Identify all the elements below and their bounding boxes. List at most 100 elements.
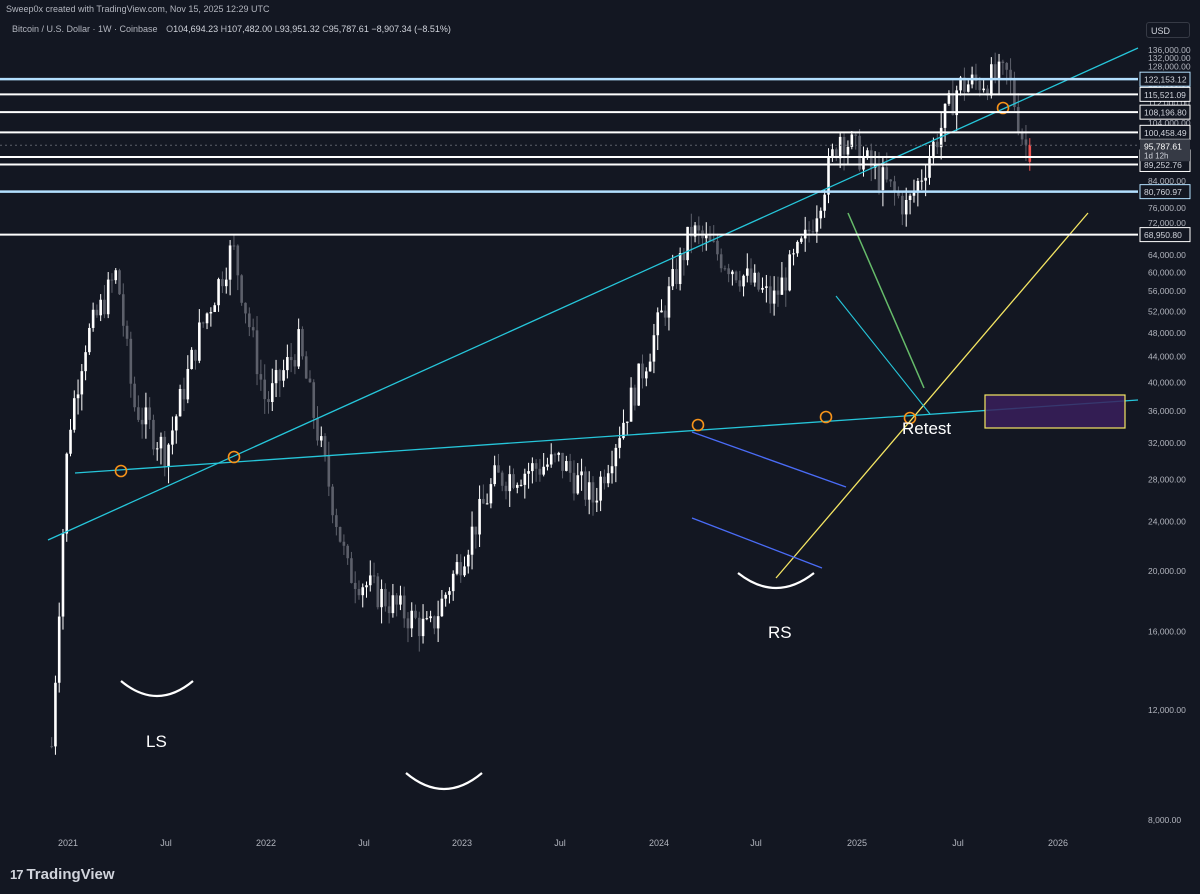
candle-body bbox=[1016, 107, 1020, 132]
footer-bar bbox=[0, 856, 1200, 894]
candle-body bbox=[557, 452, 561, 455]
candle-body bbox=[209, 312, 213, 314]
candle-body bbox=[873, 163, 877, 168]
candle-body bbox=[831, 149, 834, 158]
candle-body bbox=[606, 473, 610, 484]
last-price-box bbox=[1140, 139, 1190, 162]
candle-body bbox=[221, 279, 224, 287]
time-axis[interactable]: 2021 Jul 2022 Jul 2023 Jul 2024 Jul 2025 Jul 2026 bbox=[58, 838, 1068, 848]
candle-body bbox=[622, 422, 625, 439]
candle-body bbox=[633, 387, 637, 406]
close-label: C bbox=[322, 24, 329, 34]
candle-body bbox=[877, 163, 881, 191]
low-label: L bbox=[274, 24, 280, 34]
countdown-label: 1d 12h bbox=[1144, 151, 1168, 160]
candle-body bbox=[353, 582, 357, 590]
close-value: 95,787.61 bbox=[328, 24, 369, 34]
candle-body bbox=[800, 238, 803, 242]
candle-body bbox=[224, 279, 228, 287]
candle-body bbox=[263, 379, 267, 400]
candle-body bbox=[361, 587, 365, 596]
candle-body bbox=[881, 167, 885, 191]
candle-body bbox=[846, 146, 850, 155]
candle-body bbox=[974, 74, 978, 81]
candle-body bbox=[155, 448, 159, 450]
candle-body bbox=[293, 360, 297, 367]
candle-body bbox=[504, 485, 508, 492]
candle-body bbox=[137, 407, 140, 420]
candle-body bbox=[159, 436, 163, 449]
candle-body bbox=[1001, 61, 1005, 64]
candle-body bbox=[885, 167, 889, 180]
candle-body bbox=[637, 363, 640, 406]
candle-body bbox=[267, 399, 270, 402]
candle-body bbox=[466, 554, 470, 567]
candle-body bbox=[986, 88, 989, 96]
candle-body bbox=[451, 573, 455, 592]
candle-body bbox=[133, 383, 136, 408]
level-label-box bbox=[1139, 71, 1191, 87]
candle-body bbox=[576, 475, 580, 494]
candle-body bbox=[103, 299, 106, 315]
price-tick-label: 20,000.00 bbox=[1148, 566, 1186, 576]
level-label: 89,252.76 bbox=[1144, 160, 1182, 170]
tradingview-logo[interactable]: 17 TradingView bbox=[10, 866, 115, 883]
candle-body bbox=[1024, 139, 1028, 145]
chart-credit: Sweep0x created with TradingView.com, No… bbox=[6, 4, 270, 14]
candle-body bbox=[433, 616, 436, 629]
price-tick-label: 128,000.00 bbox=[1148, 61, 1191, 71]
candle-body bbox=[395, 595, 398, 605]
candle-body bbox=[534, 463, 538, 469]
candle-body bbox=[723, 268, 727, 270]
candle-body bbox=[704, 235, 708, 239]
level-label: 122,153.12 bbox=[1144, 75, 1187, 85]
candle-body bbox=[614, 447, 618, 467]
candle-body bbox=[76, 394, 80, 399]
candle-body bbox=[182, 388, 186, 400]
candle-body bbox=[776, 290, 780, 295]
level-label-box bbox=[1139, 227, 1191, 243]
pullback-trendline bbox=[847, 212, 925, 389]
level-label: 68,950.80 bbox=[1144, 230, 1182, 240]
candle-body bbox=[963, 77, 966, 92]
drawings-layer: LS RS Retest bbox=[47, 47, 1139, 791]
candle-body bbox=[978, 80, 982, 91]
candle-body bbox=[129, 338, 133, 384]
candle-body bbox=[712, 240, 716, 242]
candle-body bbox=[327, 455, 331, 487]
candle-body bbox=[869, 150, 873, 168]
candle-body bbox=[508, 474, 512, 492]
candle-body bbox=[531, 463, 534, 472]
candle-body bbox=[384, 588, 387, 607]
candle-body bbox=[761, 287, 764, 290]
candle-body bbox=[372, 575, 376, 577]
candle-body bbox=[201, 322, 205, 324]
last-price-label: 95,787.61 bbox=[1144, 141, 1182, 151]
candle-body bbox=[213, 305, 217, 313]
price-tick-label: 84,000.00 bbox=[1148, 176, 1186, 186]
currency-button[interactable]: USD bbox=[1146, 22, 1190, 38]
symbol-legend[interactable]: Bitcoin / U.S. Dollar · 1W · Coinbase O1… bbox=[12, 24, 451, 34]
pivot-marker bbox=[819, 410, 833, 424]
candle-body bbox=[194, 349, 197, 361]
high-label: H bbox=[220, 24, 228, 34]
candle-body bbox=[342, 541, 346, 546]
candle-body bbox=[587, 482, 591, 500]
candle-body bbox=[474, 526, 478, 535]
candle-body bbox=[270, 383, 274, 402]
candle-body bbox=[815, 218, 819, 232]
price-tick-label: 44,000.00 bbox=[1148, 352, 1186, 362]
candle-body bbox=[749, 268, 753, 283]
time-tick-label: Jul bbox=[554, 838, 566, 848]
candle-body bbox=[425, 618, 429, 620]
candle-body bbox=[167, 444, 170, 467]
candle-body bbox=[228, 245, 232, 280]
pivot-marker bbox=[114, 464, 128, 478]
candle-body bbox=[920, 180, 924, 182]
candle-body bbox=[1009, 69, 1012, 81]
candle-body bbox=[757, 272, 760, 290]
candle-body bbox=[121, 294, 125, 326]
candle-body bbox=[65, 453, 69, 534]
candle-body bbox=[274, 370, 278, 384]
